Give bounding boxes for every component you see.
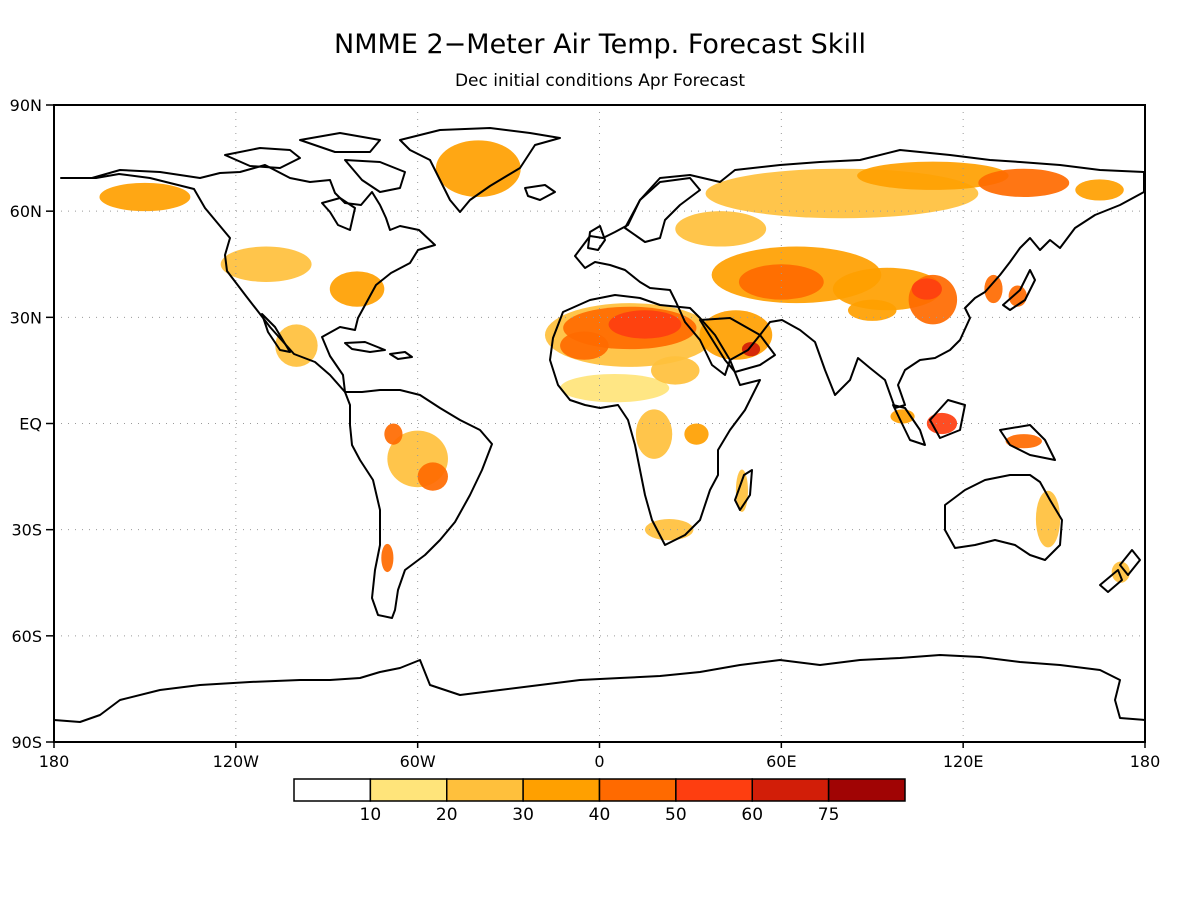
lat-tick-label: 60N [10,202,42,221]
coastline-new-guinea [999,424,1056,461]
skill-region-26 [1005,434,1042,449]
colorbar-swatch [675,778,753,802]
lon-tick-label: 120W [213,752,260,771]
colorbar-label: 40 [589,805,611,825]
skill-region-16 [911,278,942,300]
coastline-baja [261,313,291,353]
colorbar-label: 50 [665,805,687,825]
skill-region-17 [848,299,897,321]
colorbar-swatch [293,778,372,802]
skill-region-31 [99,182,191,212]
lon-tick-label: 60E [766,752,796,771]
colorbar-label: 30 [512,805,534,825]
lat-tick-label: 60S [11,627,42,646]
map-plot-area [53,104,1146,743]
colorbar: 10 20 30 40 50 60 75 [293,778,906,825]
colorbar-swatch [446,778,524,802]
skill-region-3 [560,331,609,360]
coastline-borneo [929,399,966,439]
lat-tick-label: 30N [10,308,42,327]
coastline-australia [944,474,1063,561]
coastline-madagascar [734,469,753,511]
skill-region-19 [857,161,1009,190]
map-title: NMME 2−Meter Air Temp. Forecast Skill [334,29,866,60]
coastline-africa [549,294,761,546]
coastline-japan [1002,269,1036,311]
lon-tick-label: 60W [400,752,436,771]
skill-region-37 [384,423,403,445]
skill-region-5 [741,342,761,357]
lon-tick-label: 0 [594,752,604,771]
colorbar-swatch [598,778,677,802]
lat-tick-label: 90S [11,733,42,752]
longitude-tick-labels: 180 120W 60W 0 60E 120E 180 [39,742,1161,771]
skill-region-28 [1035,490,1061,548]
coastline-arctic-islands [224,132,406,193]
skill-region-10 [644,519,694,541]
skill-region-36 [417,462,448,491]
skill-region-23 [984,274,1003,304]
coastline-arabia [699,317,776,373]
skill-region-20 [978,168,1070,198]
skill-region-9 [684,423,709,445]
lon-tick-label: 120E [943,752,984,771]
skill-region-7 [651,356,700,385]
lat-tick-label: 90N [10,96,42,115]
coastline-britain [587,225,606,251]
coastline-north-america [60,164,436,393]
coastlines [54,127,1145,723]
skill-region-13 [738,264,824,300]
colorbar-swatch [827,778,906,802]
map-subtitle: Dec initial conditions Apr Forecast [455,71,745,91]
coastline-cuba [344,341,386,353]
skill-region-32 [329,271,385,307]
coastline-eurasia [574,149,1145,409]
colorbar-label: 75 [818,805,840,825]
skill-region-2 [608,310,682,339]
coastline-new-zealand [1099,549,1141,593]
coastline-greenland [399,127,561,213]
colorbar-swatch [751,778,830,802]
coastline-antarctica [54,654,1145,723]
skill-region-6 [560,373,670,403]
coastline-hudson-bay [321,197,356,231]
colorbar-label: 10 [360,805,382,825]
skill-region-34 [275,324,318,367]
skill-region-8 [635,409,673,459]
colorbar-label: 60 [741,805,763,825]
coastline-sumatra [892,404,926,446]
lon-tick-label: 180 [1130,752,1161,771]
skill-region-29 [1111,561,1130,583]
ocean-background [54,105,1145,742]
colorbar-swatch [522,778,601,802]
skill-region-24 [1008,285,1027,307]
skill-shading-layer [99,140,1130,583]
skill-region-22 [675,211,767,247]
skill-region-38 [381,543,394,573]
coastline-south-america [344,389,493,619]
skill-region-33 [220,246,312,282]
skill-region-30 [435,140,521,198]
coastline-hispaniola [389,351,413,360]
colorbar-swatch [369,778,448,802]
coastline-iceland [524,184,556,201]
colorbar-label: 20 [436,805,458,825]
latitude-tick-labels: 90N 60N 30N EQ 30S 60S 90S [10,96,54,752]
coastline-scandinavia [624,177,701,243]
lat-tick-label: EQ [19,415,42,434]
lat-tick-label: 30S [11,521,42,540]
skill-region-21 [1075,179,1124,201]
lon-tick-label: 180 [39,752,70,771]
